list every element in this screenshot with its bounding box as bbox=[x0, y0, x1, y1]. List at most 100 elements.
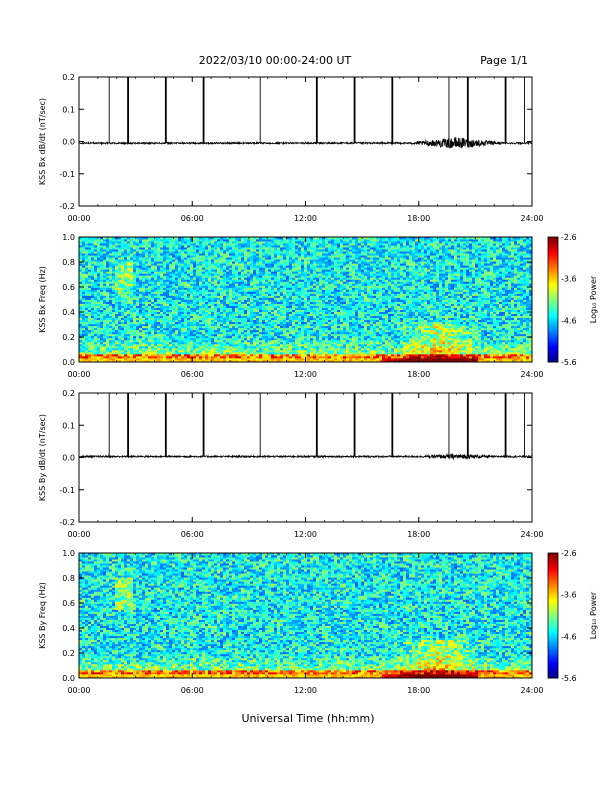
spectrogram-cell bbox=[85, 329, 89, 333]
spectrogram-cell bbox=[169, 265, 173, 268]
spectrogram-cell bbox=[100, 349, 104, 353]
spectrogram-cell bbox=[181, 333, 185, 337]
spectrogram-cell bbox=[151, 307, 155, 310]
spectrogram-cell bbox=[199, 285, 203, 288]
spectrogram-cell bbox=[148, 339, 152, 343]
spectrogram-cell bbox=[178, 259, 182, 262]
spectrogram-cell bbox=[127, 331, 131, 335]
spectrogram-cell bbox=[190, 245, 194, 248]
spectrogram-cell bbox=[184, 357, 188, 361]
spectrogram-cell bbox=[151, 337, 155, 341]
spectrogram-cell bbox=[193, 325, 197, 329]
spectrogram-cell bbox=[121, 297, 125, 300]
spectrogram-cell bbox=[166, 311, 170, 315]
spectrogram-cell bbox=[169, 355, 173, 359]
spectrogram-cell bbox=[190, 301, 194, 304]
spectrogram-cell bbox=[85, 277, 89, 280]
spectrogram-cell bbox=[190, 243, 194, 246]
spectrogram-cell bbox=[79, 317, 83, 321]
spectrogram-cell bbox=[97, 323, 101, 327]
spectrogram-cell bbox=[184, 339, 188, 343]
spectrogram-cell bbox=[184, 257, 188, 260]
spectrogram-cell bbox=[79, 287, 83, 290]
spectrogram-cell bbox=[139, 277, 143, 280]
spectrogram-cell bbox=[187, 353, 191, 357]
spectrogram-cell bbox=[163, 273, 167, 276]
spectrogram-cell bbox=[148, 307, 152, 310]
spectrogram-cell bbox=[97, 337, 101, 341]
spectrogram-cell bbox=[136, 239, 140, 242]
spectrogram-cell bbox=[79, 283, 83, 286]
spectrogram-cell bbox=[163, 251, 167, 254]
spectrogram-cell bbox=[85, 303, 89, 306]
spectrogram-cell bbox=[172, 255, 176, 258]
spectrogram-cell bbox=[85, 299, 89, 302]
spectrogram-cell bbox=[154, 329, 158, 333]
spectrogram-cell bbox=[109, 259, 113, 262]
spectrogram-cell bbox=[181, 257, 185, 260]
spectrogram-cell bbox=[199, 347, 203, 351]
spectrogram-cell bbox=[181, 261, 185, 264]
spectrogram-cell bbox=[112, 305, 116, 308]
spectrogram-cell bbox=[112, 299, 116, 302]
spectrogram-cell bbox=[136, 329, 140, 333]
spectrogram-cell bbox=[154, 341, 158, 345]
spectrogram-cell bbox=[100, 313, 104, 317]
spectrogram-cell bbox=[148, 245, 152, 248]
spectrogram-cell bbox=[175, 261, 179, 264]
spectrogram-cell bbox=[106, 277, 110, 280]
spectrogram-cell bbox=[175, 307, 179, 310]
spectrogram-cell bbox=[145, 281, 149, 284]
spectrogram-cell bbox=[82, 323, 86, 327]
spectrogram-cell bbox=[85, 359, 89, 363]
spectrogram-cell bbox=[160, 305, 164, 308]
spectrogram-cell bbox=[121, 291, 125, 294]
spectrogram-cell bbox=[181, 359, 185, 363]
spectrogram-cell bbox=[130, 293, 134, 296]
spectrogram-cell bbox=[106, 347, 110, 351]
spectrogram-cell bbox=[160, 311, 164, 315]
spectrogram-cell bbox=[124, 263, 128, 266]
spectrogram-cell bbox=[160, 269, 164, 272]
spectrogram-cell bbox=[112, 287, 116, 290]
spectrogram-cell bbox=[154, 277, 158, 280]
spectrogram-cell bbox=[178, 323, 182, 327]
spectrogram-cell bbox=[142, 333, 146, 337]
spectrogram-cell bbox=[85, 333, 89, 337]
spectrogram-cell bbox=[187, 297, 191, 300]
spectrogram-cell bbox=[151, 335, 155, 339]
spectrogram-cell bbox=[139, 271, 143, 274]
spectrogram-cell bbox=[199, 259, 203, 262]
spectrogram-cell bbox=[190, 247, 194, 250]
spectrogram-cell bbox=[115, 291, 119, 294]
spectrogram-cell bbox=[91, 261, 95, 264]
spectrogram-cell bbox=[193, 291, 197, 294]
spectrogram-cell bbox=[178, 347, 182, 351]
spectrogram-cell bbox=[139, 257, 143, 260]
spectrogram-cell bbox=[85, 331, 89, 335]
spectrogram-cell bbox=[115, 295, 119, 298]
spectrogram-cell bbox=[100, 247, 104, 250]
spectrogram-cell bbox=[115, 323, 119, 327]
spectrogram-cell bbox=[79, 303, 83, 306]
spectrogram-cell bbox=[130, 321, 134, 325]
spectrogram-cell bbox=[196, 267, 200, 270]
spectrogram-cell bbox=[91, 327, 95, 331]
spectrogram-cell bbox=[178, 337, 182, 341]
spectrogram-cell bbox=[166, 291, 170, 294]
spectrogram-cell bbox=[193, 283, 197, 286]
spectrogram-cell bbox=[139, 279, 143, 282]
spectrogram-cell bbox=[118, 319, 122, 323]
spectrogram-cell bbox=[121, 269, 125, 272]
spectrogram-cell bbox=[121, 277, 125, 280]
spectrogram-cell bbox=[121, 265, 125, 268]
spectrogram-cell bbox=[172, 257, 176, 260]
spectrogram-cell bbox=[100, 277, 104, 280]
spectrogram-cell bbox=[82, 257, 86, 260]
spectrogram-cell bbox=[118, 339, 122, 343]
spectrogram-cell bbox=[97, 261, 101, 264]
spectrogram-cell bbox=[127, 311, 131, 315]
spectrogram-cell bbox=[172, 319, 176, 323]
spectrogram-cell bbox=[115, 305, 119, 308]
spectrogram-cell bbox=[103, 325, 107, 329]
